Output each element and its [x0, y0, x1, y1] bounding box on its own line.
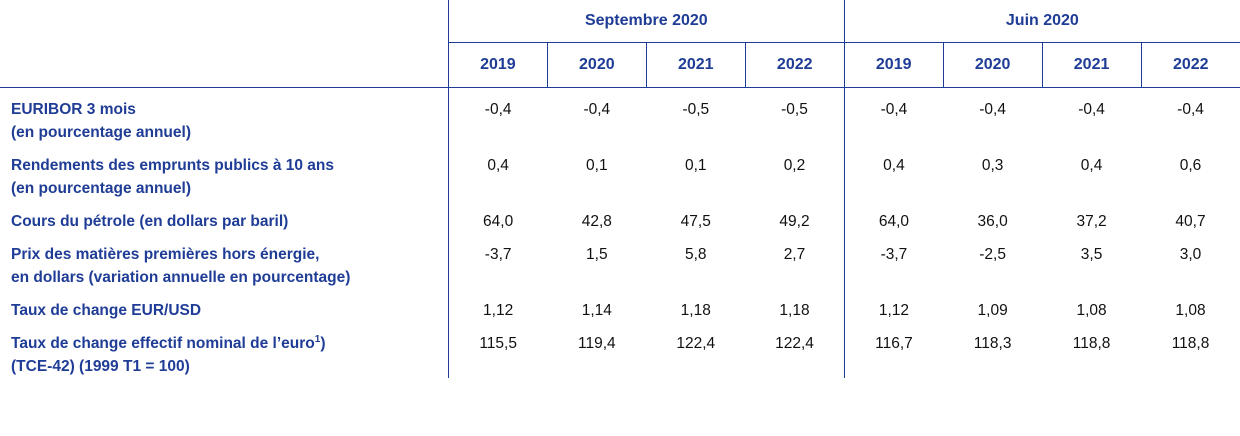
row-label: Prix des matières premières hors énergie… [0, 233, 448, 289]
value-cell: 119,4 [578, 335, 616, 352]
value-cell: 116,7 [843, 322, 944, 378]
value-cell: 115,5 [447, 322, 548, 378]
value-cell: 64,0 [447, 200, 548, 233]
value-cell: -0,4 [1078, 101, 1105, 118]
value-cell: -0,4 [843, 87, 944, 144]
value-cell: 36,0 [977, 213, 1008, 230]
value-cell: 0,6 [1179, 157, 1202, 174]
value-cell: 118,8 [1072, 335, 1111, 352]
value-cell: 1,18 [779, 302, 810, 319]
assumptions-table: Septembre 2020 Juin 2020 2019 2020 2021 … [0, 0, 1240, 378]
value-cell: 0,3 [981, 157, 1004, 174]
row-label-line2: (TCE-42) (1999 T1 = 100) [11, 358, 190, 375]
row-label-bold: Taux de change effectif nominal de l’eur… [11, 335, 315, 352]
value-cell: 0,4 [843, 144, 944, 200]
value-cell: 0,2 [783, 157, 806, 174]
value-cell: 64,0 [843, 200, 944, 233]
year-header-sep-2022: 2022 [744, 42, 845, 88]
value-cell: -2,5 [979, 246, 1006, 263]
value-cell: 3,5 [1080, 246, 1103, 263]
value-cell: 0,4 [447, 144, 548, 200]
value-cell: 42,8 [581, 213, 612, 230]
year-header-jun-2022: 2022 [1140, 42, 1240, 88]
value-cell: 0,1 [684, 157, 707, 174]
year-header-jun-2019: 2019 [843, 42, 944, 88]
footnote-marker: 1 [314, 333, 321, 345]
value-cell: 1,08 [1076, 302, 1107, 319]
value-cell: 37,2 [1076, 213, 1107, 230]
value-cell: 47,5 [680, 213, 711, 230]
value-cell: 40,7 [1175, 213, 1206, 230]
row-label-bold: Prix des matières premières hors énergie… [11, 246, 320, 263]
group-header-september: Septembre 2020 [447, 0, 845, 43]
value-cell: 2,7 [783, 246, 806, 263]
row-label: EURIBOR 3 mois (en pourcentage annuel) [0, 88, 448, 145]
group-header-june: Juin 2020 [843, 0, 1240, 43]
table-row: Taux de change EUR/USD 1,12 1,14 1,18 1,… [0, 289, 1240, 322]
value-cell: 1,08 [1175, 302, 1206, 319]
year-header-jun-2021: 2021 [1041, 42, 1142, 88]
value-cell: 1,5 [586, 246, 608, 263]
value-cell: 0,1 [586, 157, 608, 174]
table-row: EURIBOR 3 mois (en pourcentage annuel) -0… [0, 87, 1240, 145]
year-header-sep-2020: 2020 [546, 42, 647, 88]
row-label-line2: (en pourcentage annuel) [11, 124, 191, 141]
group-header-row: Septembre 2020 Juin 2020 [0, 0, 1240, 43]
row-label: Rendements des emprunts publics à 10 ans… [0, 144, 448, 200]
table-row: Prix des matières premières hors énergie… [0, 233, 1240, 289]
value-cell: 1,12 [843, 289, 944, 322]
value-cell: 49,2 [779, 213, 810, 230]
value-cell: -0,4 [447, 87, 548, 144]
value-cell: -0,4 [1177, 101, 1204, 118]
value-cell: 1,09 [977, 302, 1008, 319]
row-label-line2: (en pourcentage annuel) [11, 180, 191, 197]
value-cell: 1,18 [680, 302, 711, 319]
row-label: Taux de change effectif nominal de l’eur… [0, 322, 448, 378]
year-header-jun-2020: 2020 [942, 42, 1043, 88]
value-cell: 122,4 [775, 335, 814, 352]
year-header-sep-2021: 2021 [645, 42, 746, 88]
row-label-bold: Rendements des emprunts publics à 10 ans [11, 157, 335, 174]
table-row: Cours du pétrole (en dollars par baril) … [0, 200, 1240, 233]
value-cell: 3,0 [1179, 246, 1202, 263]
table-row: Rendements des emprunts publics à 10 ans… [0, 144, 1240, 200]
value-cell: -0,4 [583, 101, 611, 118]
row-label-bold: EURIBOR [11, 101, 83, 118]
value-cell: -0,4 [979, 101, 1006, 118]
value-cell: 5,8 [684, 246, 707, 263]
row-label: Taux de change EUR/USD [0, 289, 448, 322]
value-cell: -3,7 [447, 233, 548, 289]
value-cell: 122,4 [676, 335, 716, 352]
value-cell: -3,7 [843, 233, 944, 289]
table-row: Taux de change effectif nominal de l’eur… [0, 322, 1240, 378]
year-header-sep-2019: 2019 [447, 42, 548, 88]
value-cell: 1,12 [447, 289, 548, 322]
value-cell: -0,5 [781, 101, 808, 118]
value-cell: -0,5 [682, 101, 710, 118]
year-header-row: 2019 2020 2021 2022 2019 2020 2021 2022 [0, 42, 1240, 88]
value-cell: 0,4 [1080, 157, 1103, 174]
row-label-bold: Cours du pétrole (en dollars par baril) [11, 213, 289, 230]
row-label-bold: Taux de change EUR/USD [11, 302, 202, 319]
value-cell: 1,14 [581, 302, 612, 319]
empty-year-cell [0, 42, 449, 88]
empty-header-cell [0, 0, 448, 43]
value-cell: 118,8 [1171, 335, 1210, 352]
row-label-rest: 3 mois [82, 101, 136, 118]
row-label-line2: en dollars (variation annuelle en pource… [11, 269, 351, 286]
row-label: Cours du pétrole (en dollars par baril) [0, 200, 448, 233]
value-cell: 118,3 [973, 335, 1012, 352]
row-label-after: ) [320, 335, 326, 352]
